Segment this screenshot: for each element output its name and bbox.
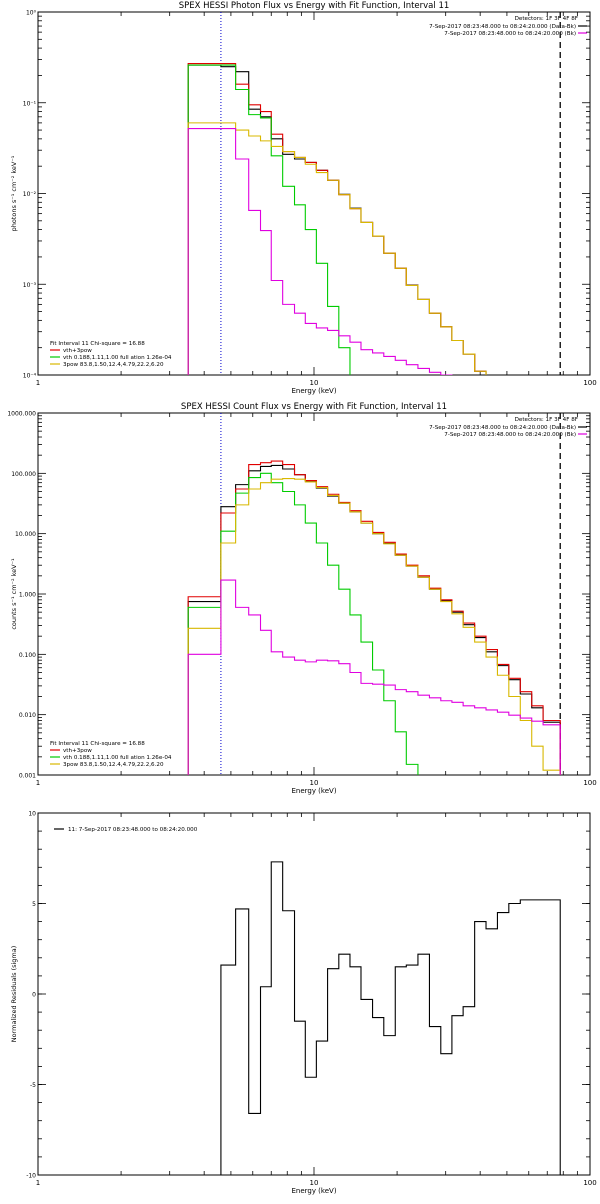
legend-detectors: Detectors: 1F 3F 4F 8F: [515, 16, 578, 22]
x-axis-label: Energy (keV): [291, 1187, 336, 1195]
series-line-yellow: [187, 122, 487, 375]
series-group: [187, 63, 487, 375]
y-axis: 10⁻⁴ 10⁻³ 10⁻² 10⁻¹ 10⁰ photons s⁻¹ cm⁻² keV⁻…: [10, 10, 590, 380]
y-tick-label: 0.010: [19, 712, 36, 719]
x-axis: 1 10 100 Energy (keV): [36, 12, 597, 395]
panel-2: SPEX HESSI Count Flux vs Energy with Fit…: [7, 402, 596, 795]
plot-frame: [37, 412, 591, 776]
y-tick-label: 5: [32, 901, 36, 908]
y-tick-label: 0: [32, 992, 36, 999]
y-tick-label: 10⁻²: [23, 191, 37, 198]
y-tick-label: -5: [30, 1082, 36, 1089]
x-axis: 1 10 100 Energy (keV): [36, 413, 597, 795]
plot-frame: [37, 11, 591, 376]
series-line-black: [187, 64, 487, 375]
legend-entry-text: 7-Sep-2017 08:23:48.000 to 08:24:20.000 …: [429, 425, 576, 431]
x-axis: 1 10 100 Energy (keV): [36, 813, 597, 1195]
x-axis-label: Energy (keV): [291, 787, 336, 795]
x-tick-label: 100: [583, 779, 596, 787]
legend-entry-text: vth+3pow: [63, 348, 92, 354]
series-line-black: [187, 464, 561, 775]
y-axis-label: photons s⁻¹ cm⁻² keV⁻¹: [10, 155, 18, 231]
series-line-magenta: [187, 127, 453, 375]
plot-frame: [37, 812, 591, 1176]
x-tick-label: 100: [583, 1179, 596, 1187]
series-group: [220, 861, 561, 1175]
series-group: [187, 460, 561, 775]
legend-entry-text: vth 0.188,1.11,1.00 full ation 1.26e-04: [63, 355, 172, 361]
series-line-red: [187, 460, 561, 775]
x-tick-label: 10: [310, 779, 319, 787]
legend-top: Detectors: 1F 3F 4F 8F 7-Sep-2017 08:23:4…: [429, 417, 587, 438]
x-tick-label: 1: [36, 779, 40, 787]
x-tick-label: 10: [310, 379, 319, 387]
y-tick-label: 10: [28, 811, 36, 818]
y-axis: 0.001 0.010 0.100 1.000 10.000 100.000 1000.00…: [7, 411, 590, 780]
series-line-green: [187, 64, 351, 375]
y-tick-label: 1.000: [19, 592, 36, 599]
series-line-black: [220, 861, 561, 1175]
legend-fit-header: Fit Interval 11 Chi-square = 16.88: [50, 741, 145, 747]
legend-entry-text: 7-Sep-2017 08:23:48.000 to 08:24:20.000 …: [444, 432, 576, 438]
series-line-red: [187, 63, 487, 375]
x-tick-label: 100: [583, 379, 596, 387]
x-tick-label: 1: [36, 379, 40, 387]
panel-1: SPEX HESSI Photon Flux vs Energy with Fi…: [10, 1, 597, 395]
y-tick-label: 10⁻⁴: [23, 373, 37, 380]
series-line-magenta: [187, 579, 561, 775]
y-axis-label: Normalized Residuals (sigma): [10, 946, 18, 1043]
legend-entry-text: 7-Sep-2017 08:23:48.000 to 08:24:20.000 …: [429, 24, 576, 30]
legend-top: Detectors: 1F 3F 4F 8F 7-Sep-2017 08:23:4…: [429, 16, 587, 37]
y-axis: -10 -5 0 5 10 Normalized Residuals (sigma): [10, 811, 590, 1180]
y-tick-label: 10.000: [15, 531, 36, 538]
y-tick-label: 100.000: [11, 471, 36, 478]
x-tick-label: 1: [36, 1179, 40, 1187]
legend-residual: 11: 7-Sep-2017 08:23:48.000 to 08:24:20.…: [54, 827, 198, 833]
legend-bottom: Fit Interval 11 Chi-square = 16.88vth+3p…: [50, 741, 172, 768]
x-axis-label: Energy (keV): [291, 387, 336, 395]
y-tick-label: 10⁰: [26, 10, 37, 17]
legend-entry-text: 11: 7-Sep-2017 08:23:48.000 to 08:24:20.…: [68, 827, 198, 833]
y-tick-label: 1000.000: [7, 411, 36, 418]
legend-bottom: Fit Interval 11 Chi-square = 16.88vth+3p…: [50, 341, 172, 368]
legend-entry-text: 7-Sep-2017 08:23:48.000 to 08:24:20.000 …: [444, 31, 576, 37]
y-axis-label: counts s⁻¹ cm⁻² keV⁻¹: [10, 558, 18, 630]
legend-fit-header: Fit Interval 11 Chi-square = 16.88: [50, 341, 145, 347]
y-tick-label: -10: [26, 1173, 36, 1180]
x-tick-label: 10: [310, 1179, 319, 1187]
y-tick-label: 10⁻³: [23, 282, 37, 289]
legend-detectors: Detectors: 1F 3F 4F 8F: [515, 417, 578, 423]
series-line-green: [187, 472, 419, 775]
legend-entry-text: 3pow 83.8,1.50,12.4,4.79,22.2,6.20: [63, 362, 164, 368]
y-tick-label: 10⁻¹: [23, 100, 37, 107]
y-tick-label: 0.100: [19, 652, 36, 659]
y-tick-label: 0.001: [19, 773, 36, 780]
panel-3: 1 10 100 Energy (keV) -10 -5 0 5 10 Normalized Re…: [10, 811, 597, 1196]
chart-title: SPEX HESSI Count Flux vs Energy with Fit…: [181, 402, 447, 412]
legend-entry-text: vth+3pow: [63, 748, 92, 754]
legend-entry-text: vth 0.188,1.11,1.00 full ation 1.26e-04: [63, 755, 172, 761]
series-line-yellow: [187, 477, 561, 775]
legend-entry-text: 3pow 83.8,1.50,12.4,4.79,22.2,6.20: [63, 762, 164, 768]
chart-title: SPEX HESSI Photon Flux vs Energy with Fi…: [179, 1, 450, 11]
